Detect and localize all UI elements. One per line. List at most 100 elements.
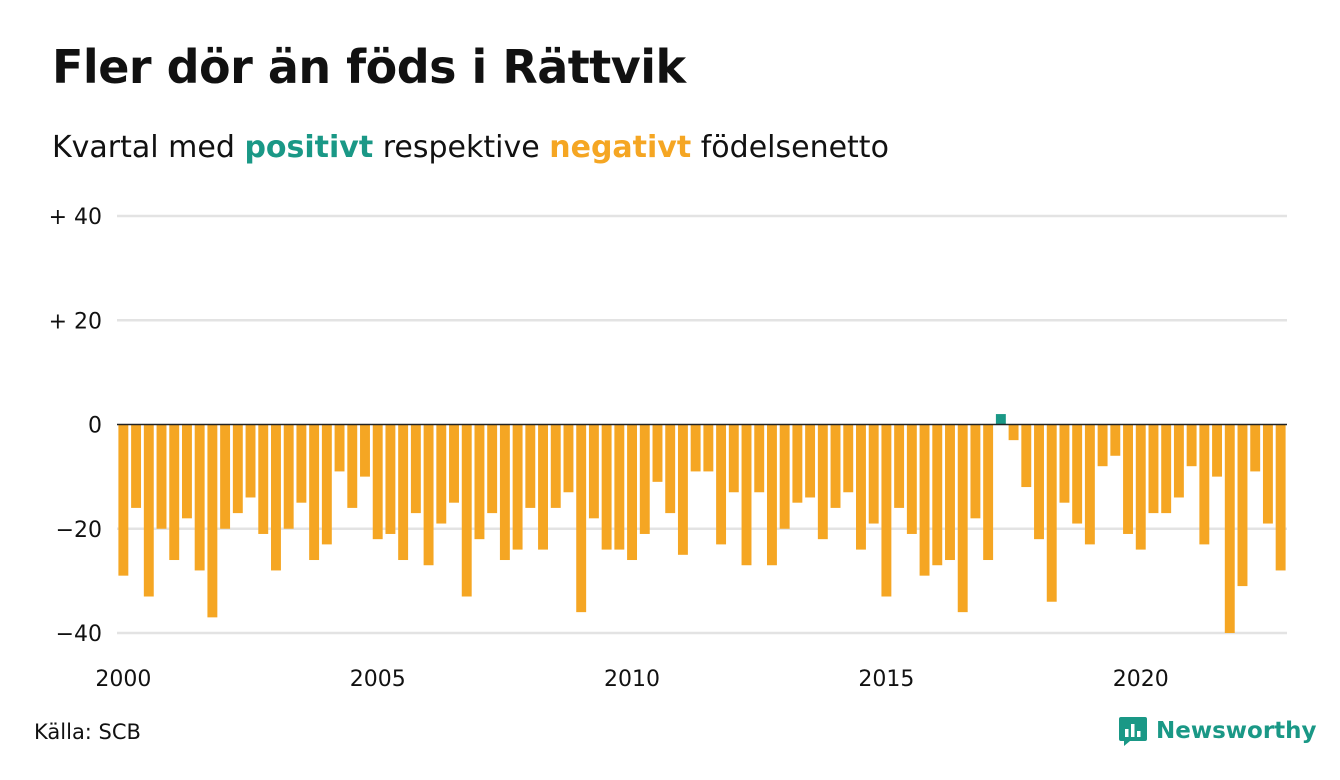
bar-2002-k3 [245, 424, 256, 498]
y-axis-tick-labels: + 40 + 20 0 −20 −40 [49, 205, 102, 647]
y-tick-label: + 20 [49, 309, 102, 334]
bar-2009-k3 [601, 424, 612, 550]
bar-2001-k1 [169, 424, 180, 561]
bar-2020-k4 [1173, 424, 1184, 498]
bar-2005-k3 [398, 424, 409, 561]
x-tick-label: 2010 [604, 667, 660, 692]
bar-2014-k4 [868, 424, 879, 524]
bar-2013-k3 [805, 424, 816, 498]
bar-2016-k2 [945, 424, 955, 561]
bar-2014-k3 [856, 424, 866, 550]
bar-2008-k1 [525, 424, 536, 508]
subtitle-negative-word: negativt [549, 130, 692, 165]
bar-2022-k2 [1250, 424, 1261, 472]
bar-2000-k3 [143, 424, 154, 597]
bar-2020-k1 [1135, 424, 1146, 550]
bar-2011-k1 [677, 424, 688, 555]
bar-2011-k3 [703, 424, 714, 472]
bar-2010-k3 [652, 424, 663, 482]
bar-2017-k2 [995, 414, 1006, 425]
bar-2013-k1 [779, 424, 790, 529]
bar-2000-k1 [118, 424, 129, 576]
source-label: Källa: SCB [34, 720, 141, 744]
bar-2017-k3 [1008, 424, 1019, 441]
bar-2020-k2 [1148, 424, 1159, 514]
bar-2007-k2 [487, 424, 498, 514]
bar-2018-k4 [1072, 424, 1083, 524]
bar-2009-k2 [588, 424, 599, 519]
bar-2006-k4 [461, 424, 472, 597]
bar-2017-k1 [983, 424, 994, 561]
bar-2000-k4 [156, 424, 167, 529]
bar-2009-k4 [614, 424, 625, 550]
bar-2010-k4 [665, 424, 676, 514]
bar-2002-k1 [220, 424, 231, 529]
bar-2001-k4 [207, 424, 218, 618]
bar-2007-k4 [512, 424, 523, 550]
bar-2007-k3 [499, 424, 510, 561]
bar-2005-k1 [372, 424, 383, 540]
chart-subtitle: Kvartal med positivt respektive negativt… [52, 130, 889, 165]
bar-2009-k1 [576, 424, 587, 613]
bar-2006-k2 [436, 424, 447, 524]
page-title: Fler dör än föds i Rättvik [52, 40, 686, 94]
bar-2019-k2 [1097, 424, 1108, 467]
subtitle-prefix: Kvartal med [52, 130, 235, 165]
bar-2021-k1 [1186, 424, 1197, 467]
bar-2022-k1 [1237, 424, 1248, 587]
brand-logo: Newsworthy [1118, 714, 1317, 748]
bar-2005-k4 [410, 424, 421, 514]
x-tick-label: 2005 [350, 667, 406, 692]
bar-2021-k2 [1199, 424, 1210, 545]
bar-2002-k4 [258, 424, 269, 534]
bar-2018-k1 [1034, 424, 1044, 540]
bar-2018-k3 [1059, 424, 1070, 503]
bar-2012-k4 [766, 424, 777, 566]
bar-2015-k2 [894, 424, 905, 508]
bar-2003-k1 [271, 424, 281, 571]
bar-2013-k2 [792, 424, 803, 503]
bar-2011-k4 [716, 424, 727, 545]
bar-2019-k4 [1123, 424, 1133, 534]
x-tick-label: 2015 [858, 667, 914, 692]
x-tick-label: 2000 [95, 667, 151, 692]
bar-2003-k4 [309, 424, 320, 561]
bar-2006-k3 [449, 424, 459, 503]
bar-2004-k3 [347, 424, 358, 508]
bar-2001-k2 [181, 424, 192, 519]
bar-2015-k4 [919, 424, 930, 576]
bar-2016-k3 [957, 424, 968, 613]
bar-2011-k2 [690, 424, 701, 472]
bar-2007-k1 [474, 424, 485, 540]
bar-2019-k3 [1110, 424, 1121, 456]
x-tick-label: 2020 [1113, 667, 1169, 692]
bar-2017-k4 [1021, 424, 1032, 488]
bar-2018-k2 [1046, 424, 1057, 602]
bar-2008-k2 [538, 424, 548, 550]
y-tick-label: 0 [88, 414, 102, 439]
bar-2016-k4 [970, 424, 981, 519]
bar-2015-k3 [906, 424, 917, 534]
bar-2012-k1 [728, 424, 739, 493]
bar-2020-k3 [1161, 424, 1172, 514]
subtitle-middle: respektive [382, 130, 540, 165]
bar-2016-k1 [932, 424, 943, 566]
x-axis-tick-labels: 2000 2005 2010 2015 2020 [95, 667, 1168, 692]
bar-2014-k2 [843, 424, 854, 493]
bar-2008-k4 [563, 424, 574, 493]
bar-2010-k1 [627, 424, 638, 561]
bar-2000-k2 [131, 424, 142, 508]
bar-2015-k1 [881, 424, 892, 597]
bar-2021-k3 [1212, 424, 1223, 477]
bar-2019-k1 [1084, 424, 1095, 545]
y-tick-label: −40 [56, 622, 102, 647]
y-tick-label: −20 [56, 518, 102, 543]
bar-2012-k2 [741, 424, 752, 566]
bar-2012-k3 [754, 424, 765, 493]
bar-2008-k3 [550, 424, 561, 508]
bar-2006-k1 [423, 424, 434, 566]
bar-2005-k2 [385, 424, 396, 534]
bar-2021-k4 [1224, 424, 1235, 633]
bar-2010-k2 [639, 424, 650, 534]
